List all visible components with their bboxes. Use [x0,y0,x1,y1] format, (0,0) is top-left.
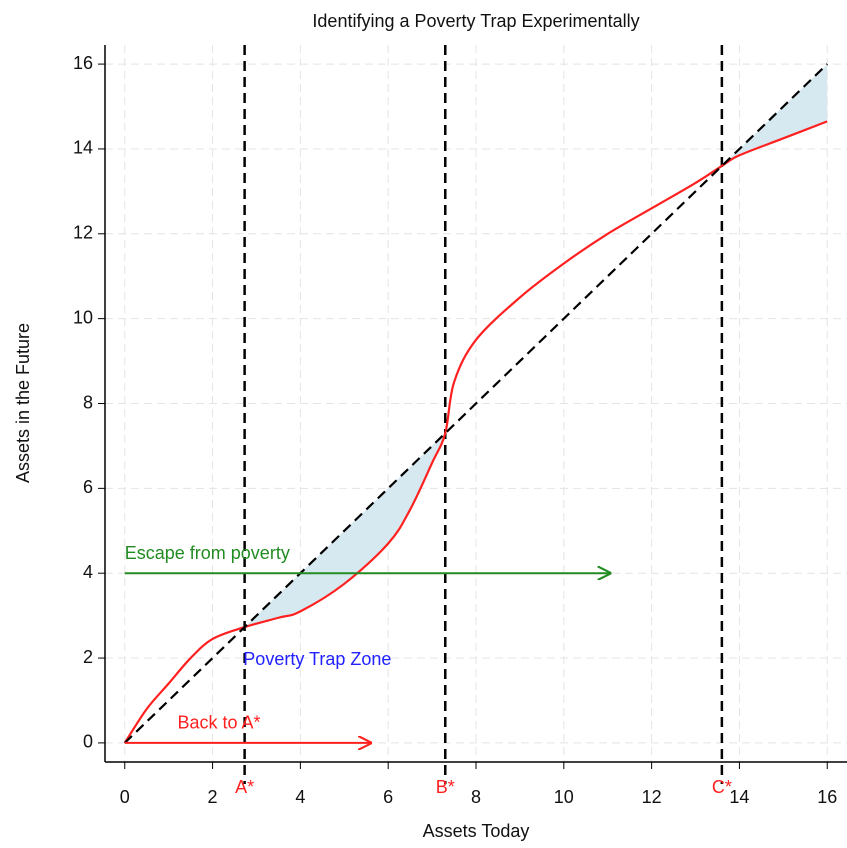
line [123,120,828,744]
vertical-line-label: A* [235,777,254,797]
x-tick-label: 0 [120,787,130,807]
x-tick-label: 2 [208,787,218,807]
y-tick-label: 6 [83,477,93,497]
y-axis-label: Assets in the Future [13,323,33,483]
x-tick-label: 4 [295,787,305,807]
y-tick-label: 14 [73,138,93,158]
vertical-line-label: C* [712,777,732,797]
x-tick-label: 8 [471,787,481,807]
y-tick-label: 10 [73,307,93,327]
x-axis-label: Assets Today [423,821,530,841]
x-tick-label: 10 [554,787,574,807]
vertical-line-label: B* [436,777,455,797]
y-tick-label: 4 [83,562,93,582]
y-tick-label: 8 [83,392,93,412]
arrow-label: Escape from poverty [125,543,290,563]
chart-title: Identifying a Poverty Trap Experimentall… [312,11,639,31]
x-tick-label: 16 [817,787,837,807]
x-tick-label: 14 [729,787,749,807]
y-tick-label: 12 [73,223,93,243]
y-tick-label: 0 [83,732,93,752]
x-tick-label: 12 [642,787,662,807]
x-tick-label: 6 [383,787,393,807]
y-tick-label: 2 [83,647,93,667]
line [123,63,829,744]
y-tick-label: 16 [73,53,93,73]
arrow-label: Back to A* [177,713,260,733]
annotation: Poverty Trap Zone [243,649,391,669]
